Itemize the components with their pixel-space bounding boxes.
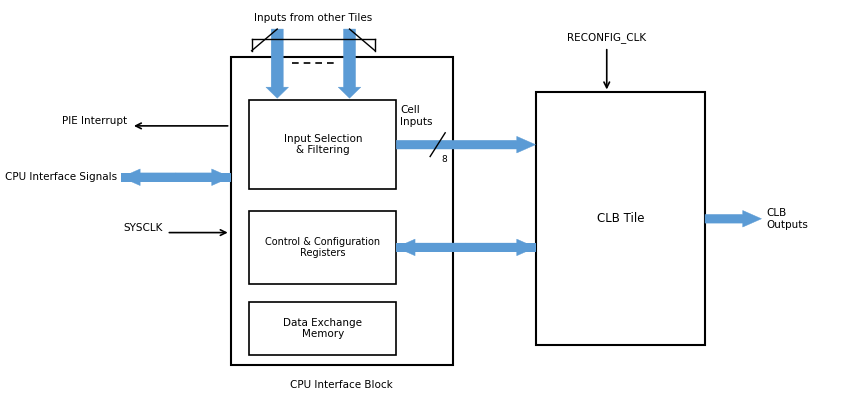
Text: CPU Interface Block: CPU Interface Block [290,380,393,390]
FancyArrow shape [466,239,536,256]
Text: Inputs from other Tiles: Inputs from other Tiles [254,13,372,23]
FancyArrow shape [176,169,231,185]
FancyArrow shape [338,29,361,98]
Text: PIE Interrupt: PIE Interrupt [62,116,127,126]
Text: Data Exchange
Memory: Data Exchange Memory [283,318,362,339]
Text: Input Selection
& Filtering: Input Selection & Filtering [284,134,362,156]
Bar [249,211,397,284]
Bar [249,302,397,355]
Bar [121,173,231,181]
Text: Control & Configuration
Registers: Control & Configuration Registers [265,237,381,258]
Bar [231,57,453,365]
Bar [397,243,536,252]
FancyArrow shape [266,29,289,98]
Text: 8: 8 [441,154,447,164]
FancyArrow shape [705,211,761,227]
FancyArrow shape [121,169,176,185]
FancyArrow shape [397,137,536,153]
Bar [536,92,705,345]
Text: CLB Tile: CLB Tile [596,212,644,225]
FancyArrow shape [397,239,466,256]
Text: CLB
Outputs: CLB Outputs [767,208,808,230]
Text: RECONFIG_CLK: RECONFIG_CLK [568,32,647,43]
Bar [249,100,397,189]
Text: Cell
Inputs: Cell Inputs [400,105,433,127]
Text: SYSCLK: SYSCLK [124,223,163,233]
Text: CPU Interface Signals: CPU Interface Signals [5,172,118,182]
